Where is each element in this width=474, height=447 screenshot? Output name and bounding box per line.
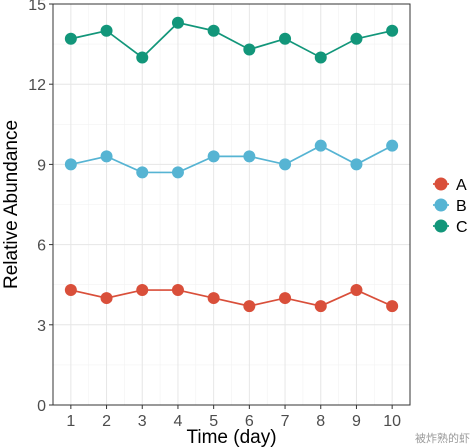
series-A bbox=[64, 284, 399, 313]
y-tick-label: 0 bbox=[37, 398, 46, 415]
x-tick-label: 3 bbox=[138, 413, 147, 430]
y-axis-title: Relative Abundance bbox=[1, 120, 22, 289]
legend-marker-B bbox=[434, 198, 448, 212]
data-point-A bbox=[100, 292, 113, 305]
data-point-C bbox=[100, 24, 113, 37]
data-point-A bbox=[171, 284, 184, 297]
data-point-B bbox=[136, 166, 149, 179]
legend-marker-A bbox=[434, 177, 448, 191]
x-axis-title: Time (day) bbox=[186, 427, 276, 447]
x-tick-label: 8 bbox=[316, 413, 325, 430]
data-point-C bbox=[171, 16, 184, 29]
legend-marker-C bbox=[434, 219, 448, 233]
grid-lines bbox=[53, 3, 410, 406]
data-point-C bbox=[279, 32, 292, 45]
x-tick-label: 1 bbox=[66, 413, 75, 430]
data-point-A bbox=[350, 284, 363, 297]
data-point-C bbox=[386, 24, 399, 37]
y-tick-label: 15 bbox=[28, 0, 46, 14]
legend-item-C: C bbox=[433, 219, 468, 236]
x-tick-label: 2 bbox=[102, 413, 111, 430]
data-point-B bbox=[207, 150, 220, 163]
x-tick-label: 4 bbox=[173, 413, 182, 430]
legend-label-A: A bbox=[456, 177, 467, 194]
x-tick-label: 5 bbox=[209, 413, 218, 430]
x-tick-label: 9 bbox=[352, 413, 361, 430]
series-line-B bbox=[70, 144, 393, 174]
legend-label-C: C bbox=[456, 219, 468, 236]
y-tick-label: 12 bbox=[28, 77, 46, 94]
data-point-A bbox=[386, 300, 399, 313]
data-point-C bbox=[243, 43, 256, 56]
series-B bbox=[64, 139, 399, 179]
data-point-A bbox=[64, 284, 77, 297]
data-point-A bbox=[243, 300, 256, 313]
x-tick-label: 10 bbox=[383, 413, 401, 430]
data-point-B bbox=[171, 166, 184, 179]
data-point-B bbox=[279, 158, 292, 171]
data-point-A bbox=[136, 284, 149, 297]
y-tick-label: 6 bbox=[37, 238, 46, 255]
data-point-C bbox=[314, 51, 327, 64]
data-point-C bbox=[350, 32, 363, 45]
data-point-B bbox=[314, 139, 327, 152]
series-C bbox=[64, 16, 399, 64]
series-line-C bbox=[70, 21, 393, 59]
x-tick-label: 7 bbox=[281, 413, 290, 430]
y-tick-label: 3 bbox=[37, 318, 46, 335]
data-point-A bbox=[207, 292, 220, 305]
data-point-B bbox=[64, 158, 77, 171]
data-point-A bbox=[279, 292, 292, 305]
plot-panel-border bbox=[52, 3, 411, 406]
data-point-A bbox=[314, 300, 327, 313]
legend-item-A: A bbox=[433, 177, 467, 194]
y-tick-label: 9 bbox=[37, 157, 46, 174]
legend: ABC bbox=[433, 177, 468, 236]
data-point-C bbox=[207, 24, 220, 37]
data-point-C bbox=[136, 51, 149, 64]
legend-item-B: B bbox=[433, 198, 467, 215]
data-point-C bbox=[64, 32, 77, 45]
legend-label-B: B bbox=[456, 198, 467, 215]
data-point-B bbox=[386, 139, 399, 152]
series-layer bbox=[64, 16, 399, 313]
data-point-B bbox=[243, 150, 256, 163]
data-point-B bbox=[350, 158, 363, 171]
series-line-A bbox=[70, 289, 393, 307]
data-point-B bbox=[100, 150, 113, 163]
x-tick-label: 6 bbox=[245, 413, 254, 430]
watermark-text: 被炸熟的虾 bbox=[415, 431, 470, 445]
